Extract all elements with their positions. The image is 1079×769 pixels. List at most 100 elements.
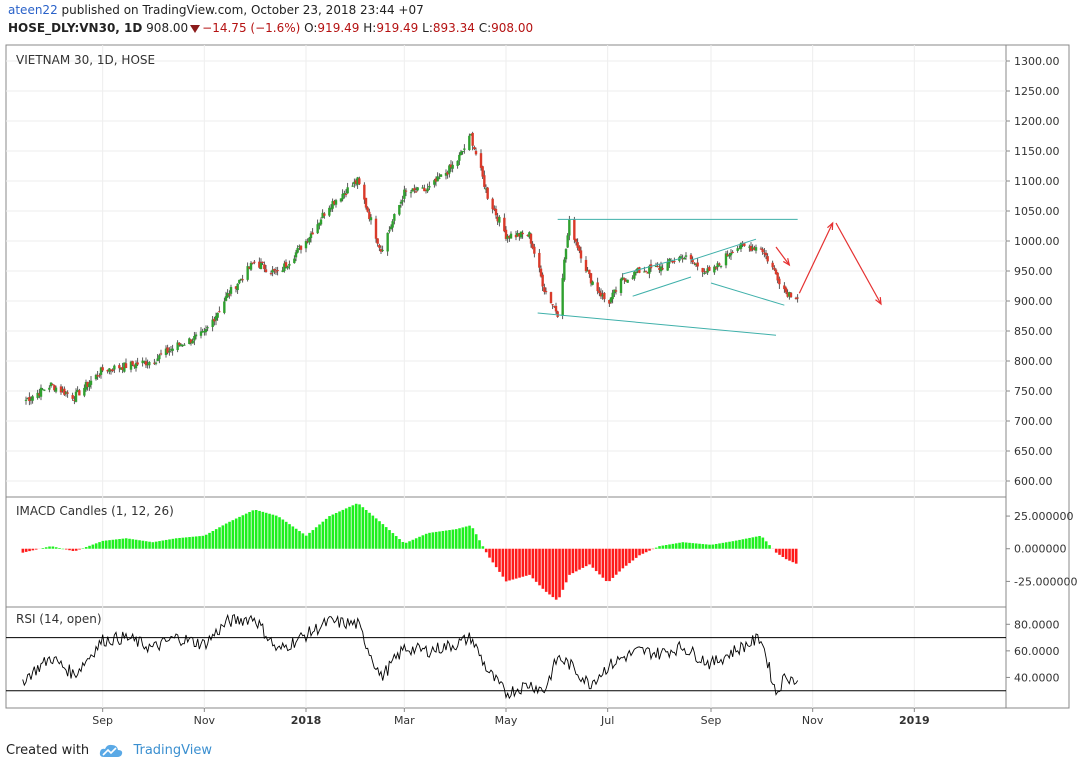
macd-bar [298, 531, 301, 549]
macd-bar [334, 512, 338, 549]
chart-canvas[interactable]: Sep Nov 2018 Mar May Jul Sep Nov 2019 1300.00 1250… [0, 40, 1079, 730]
symbol-ohlc-line: HOSE_DLY:VN30, 1D 908.00 −14.75 (−1.6%) O… [8, 21, 533, 35]
macd-bar [661, 545, 665, 549]
macd-bar [291, 526, 295, 549]
candle-body [696, 262, 699, 267]
candle-body [784, 287, 788, 293]
macd-bar [218, 527, 221, 549]
candle-body [774, 269, 778, 275]
candle-body [481, 166, 484, 177]
candle-body [633, 271, 636, 279]
macd-bar [231, 520, 235, 549]
macd-bar [604, 548, 608, 582]
candle-body [743, 243, 746, 247]
macd-bar [734, 540, 738, 549]
candle-body [51, 384, 54, 386]
macd-bar [641, 548, 645, 554]
macd-bar [781, 548, 785, 558]
candle-body [691, 259, 694, 263]
macd-bar [351, 505, 355, 549]
candle-body [381, 249, 384, 251]
candle-body [364, 197, 368, 208]
macd-bar [314, 527, 318, 549]
candle-body [284, 262, 288, 268]
macd-bar [318, 524, 321, 549]
macd-bar [454, 529, 458, 549]
x-tick-label: Nov [802, 714, 824, 727]
macd-bar [348, 506, 351, 549]
candle-body [614, 290, 618, 292]
macd-bar [304, 535, 308, 549]
macd-bar [428, 532, 431, 549]
macd-bar [704, 544, 708, 549]
open-label: O: [304, 21, 318, 35]
candle-body [538, 252, 541, 268]
candle-body [286, 266, 289, 269]
candle-body [171, 348, 174, 351]
macd-bar [434, 531, 438, 549]
candle-body [131, 361, 134, 365]
candle-body [164, 348, 168, 355]
macd-bar [768, 545, 771, 549]
price-tick-label: 700.00 [1014, 415, 1053, 428]
candle-body [296, 247, 299, 253]
macd-bar [181, 537, 185, 549]
macd-bar [228, 521, 231, 549]
candle-body [611, 292, 614, 300]
candle-body [563, 259, 566, 280]
macd-bar [344, 508, 348, 549]
candle-body [619, 278, 623, 293]
macd-bar [258, 510, 261, 549]
price-change: −14.75 (−1.6%) [202, 21, 301, 35]
candle-body [73, 399, 76, 401]
candle-body [728, 254, 731, 257]
candle-body [211, 319, 214, 327]
macd-bar [128, 538, 131, 549]
macd-bar [221, 525, 225, 549]
candle-body [246, 266, 249, 280]
author-name[interactable]: ateen22 [8, 3, 58, 17]
macd-bar [191, 536, 195, 549]
macd-bar [758, 535, 761, 549]
tradingview-brand-link[interactable]: TradingView [133, 743, 212, 758]
x-tick-label: Sep [92, 714, 113, 727]
candle-body [234, 286, 238, 289]
macd-bar [204, 534, 208, 549]
price-tick-label: 1200.00 [1014, 115, 1060, 128]
macd-bar [494, 548, 498, 568]
macd-bar [198, 536, 201, 549]
macd-bar [711, 544, 715, 549]
macd-bar [591, 548, 595, 568]
macd-bar [498, 548, 501, 572]
macd-bar [638, 548, 641, 556]
candle-body [378, 245, 381, 248]
candle-body [379, 249, 383, 252]
macd-bar [268, 513, 271, 549]
candle-body [576, 242, 579, 248]
candle-body [648, 265, 651, 274]
candle-body [331, 201, 334, 209]
forecast-arrow-down-head [875, 296, 882, 306]
macd-bar [184, 537, 188, 549]
candle-body [518, 233, 521, 237]
candle-body [283, 263, 286, 272]
candle-body [589, 273, 593, 284]
macd-bar [521, 548, 525, 577]
candle-body [551, 304, 554, 306]
macd-bar [714, 543, 718, 549]
candle-body [213, 318, 216, 322]
candle-body [323, 213, 326, 216]
candle-body [389, 226, 393, 230]
candle-body [306, 241, 309, 243]
candle-body [294, 252, 298, 258]
macd-bar [464, 526, 468, 549]
macd-bar [331, 514, 335, 549]
candle-body [99, 367, 103, 375]
candle-body [574, 238, 578, 242]
candle-body [263, 264, 266, 270]
macd-bar [48, 546, 51, 549]
candle-body [788, 292, 791, 297]
candle-body [521, 232, 524, 235]
price-tick-label: 1000.00 [1014, 235, 1060, 248]
candle-body [773, 267, 776, 270]
